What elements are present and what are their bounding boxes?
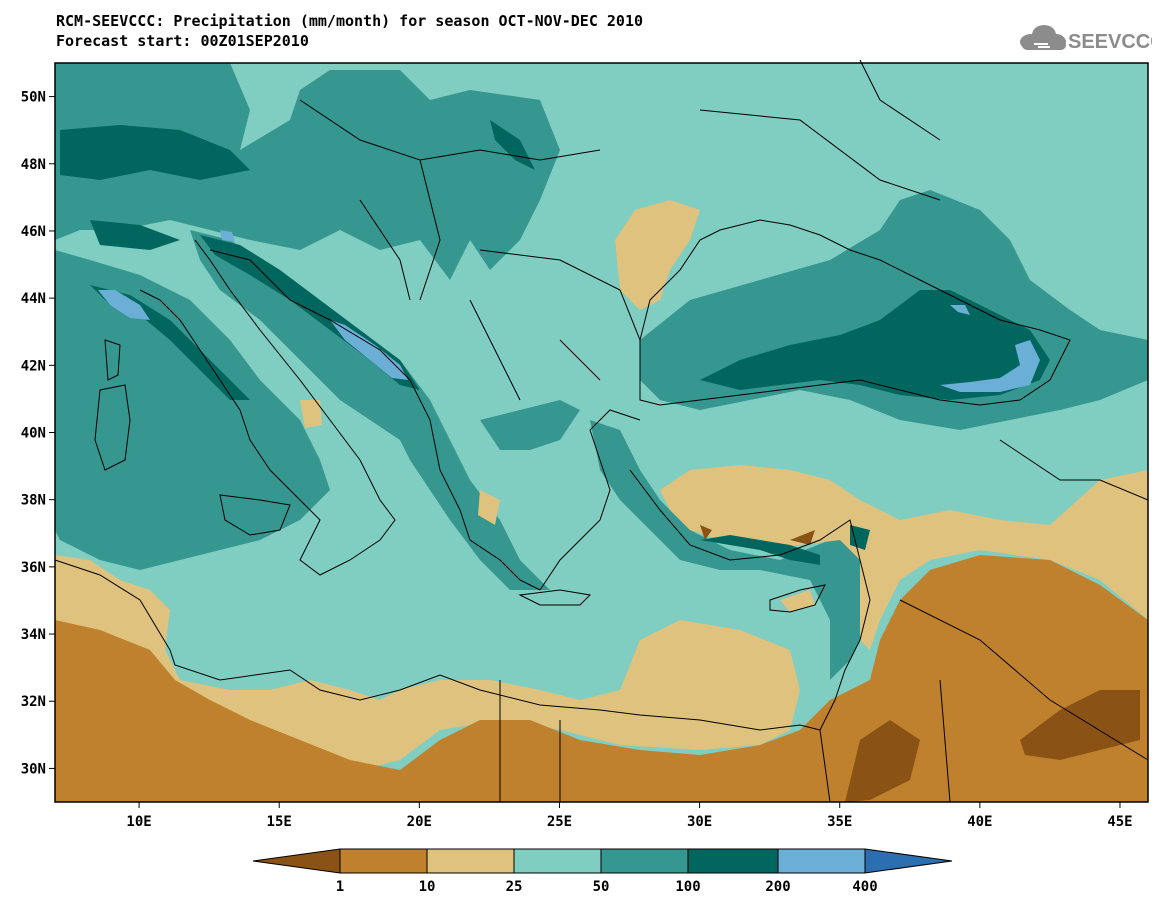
colorbar-segment-above-400 <box>865 849 952 873</box>
colorbar-segment-1-10 <box>340 849 427 873</box>
lat-tick-label: 34N <box>21 627 46 643</box>
cloud-icon <box>1020 25 1066 50</box>
border-lines <box>299 59 1149 803</box>
precip-50-100 <box>55 63 1148 680</box>
lat-tick-label: 40N <box>21 426 46 442</box>
colorbar-label-10: 10 <box>419 879 436 895</box>
lon-tick-label: 30E <box>687 814 712 830</box>
colorbar-segment-100-200 <box>688 849 778 873</box>
lon-tick-label: 40E <box>967 814 992 830</box>
lat-tick-label: 42N <box>21 358 46 374</box>
colorbar-label-100: 100 <box>675 879 700 895</box>
lat-tick-label: 32N <box>21 694 46 710</box>
lat-tick-label: 44N <box>21 291 46 307</box>
map-title: RCM-SEEVCCC: Precipitation (mm/month) fo… <box>56 12 643 30</box>
colorbar-segment-200-400 <box>778 849 865 873</box>
colorbar-label-50: 50 <box>593 879 610 895</box>
colorbar-label-25: 25 <box>506 879 523 895</box>
precipitation-field <box>55 63 1148 802</box>
africa-north-coastline <box>54 559 821 731</box>
colorbar-segment-50-100 <box>601 849 688 873</box>
lat-tick-label: 36N <box>21 560 46 576</box>
lat-tick-label: 48N <box>21 157 46 173</box>
colorbar-segment-25-50 <box>514 849 601 873</box>
lon-tick-label: 35E <box>827 814 852 830</box>
logo-text: SEEVCCC <box>1068 31 1152 53</box>
lon-tick-label: 25E <box>547 814 572 830</box>
colorbar-segment-10-25 <box>427 849 514 873</box>
turkey-south-coastline <box>629 469 861 561</box>
balkan-coastline <box>209 249 641 591</box>
colorbar-label-400: 400 <box>852 879 877 895</box>
colorbar: 1 10 25 50 100 200 400 <box>252 848 953 895</box>
cyprus-coastline <box>769 584 826 613</box>
colorbar-segment-below-1 <box>253 849 340 873</box>
lat-tick-label: 38N <box>21 493 46 509</box>
precip-below-1 <box>700 525 1140 802</box>
forecast-start-label: Forecast start: 00Z01SEP2010 <box>56 32 309 50</box>
lon-tick-label: 45E <box>1107 814 1132 830</box>
longitude-axis: 10E 15E 20E 25E 30E 35E 40E 45E <box>126 802 1133 830</box>
levant-coastline <box>819 559 871 731</box>
black-sea-coastline <box>639 219 1071 406</box>
colorbar-label-200: 200 <box>765 879 790 895</box>
lon-tick-label: 20E <box>407 814 432 830</box>
lon-tick-label: 15E <box>267 814 292 830</box>
latitude-axis: 30N 32N 34N 36N 38N 40N 42N 44N 46N 48N 50N <box>21 90 55 777</box>
italy-coastline <box>139 239 396 576</box>
seevccc-logo: SEEVCCC <box>1020 25 1152 53</box>
colorbar-label-1: 1 <box>336 879 344 895</box>
crete-coastline <box>518 589 592 606</box>
corsica-coastline <box>104 339 121 381</box>
lat-tick-label: 46N <box>21 224 46 240</box>
lat-tick-label: 50N <box>21 90 46 106</box>
coastlines-borders <box>54 59 1149 803</box>
lat-tick-label: 30N <box>21 761 46 777</box>
precip-200-400 <box>98 230 1040 392</box>
lon-tick-label: 10E <box>126 814 151 830</box>
sicily-coastline <box>219 494 291 536</box>
sardinia-coastline <box>94 384 131 471</box>
